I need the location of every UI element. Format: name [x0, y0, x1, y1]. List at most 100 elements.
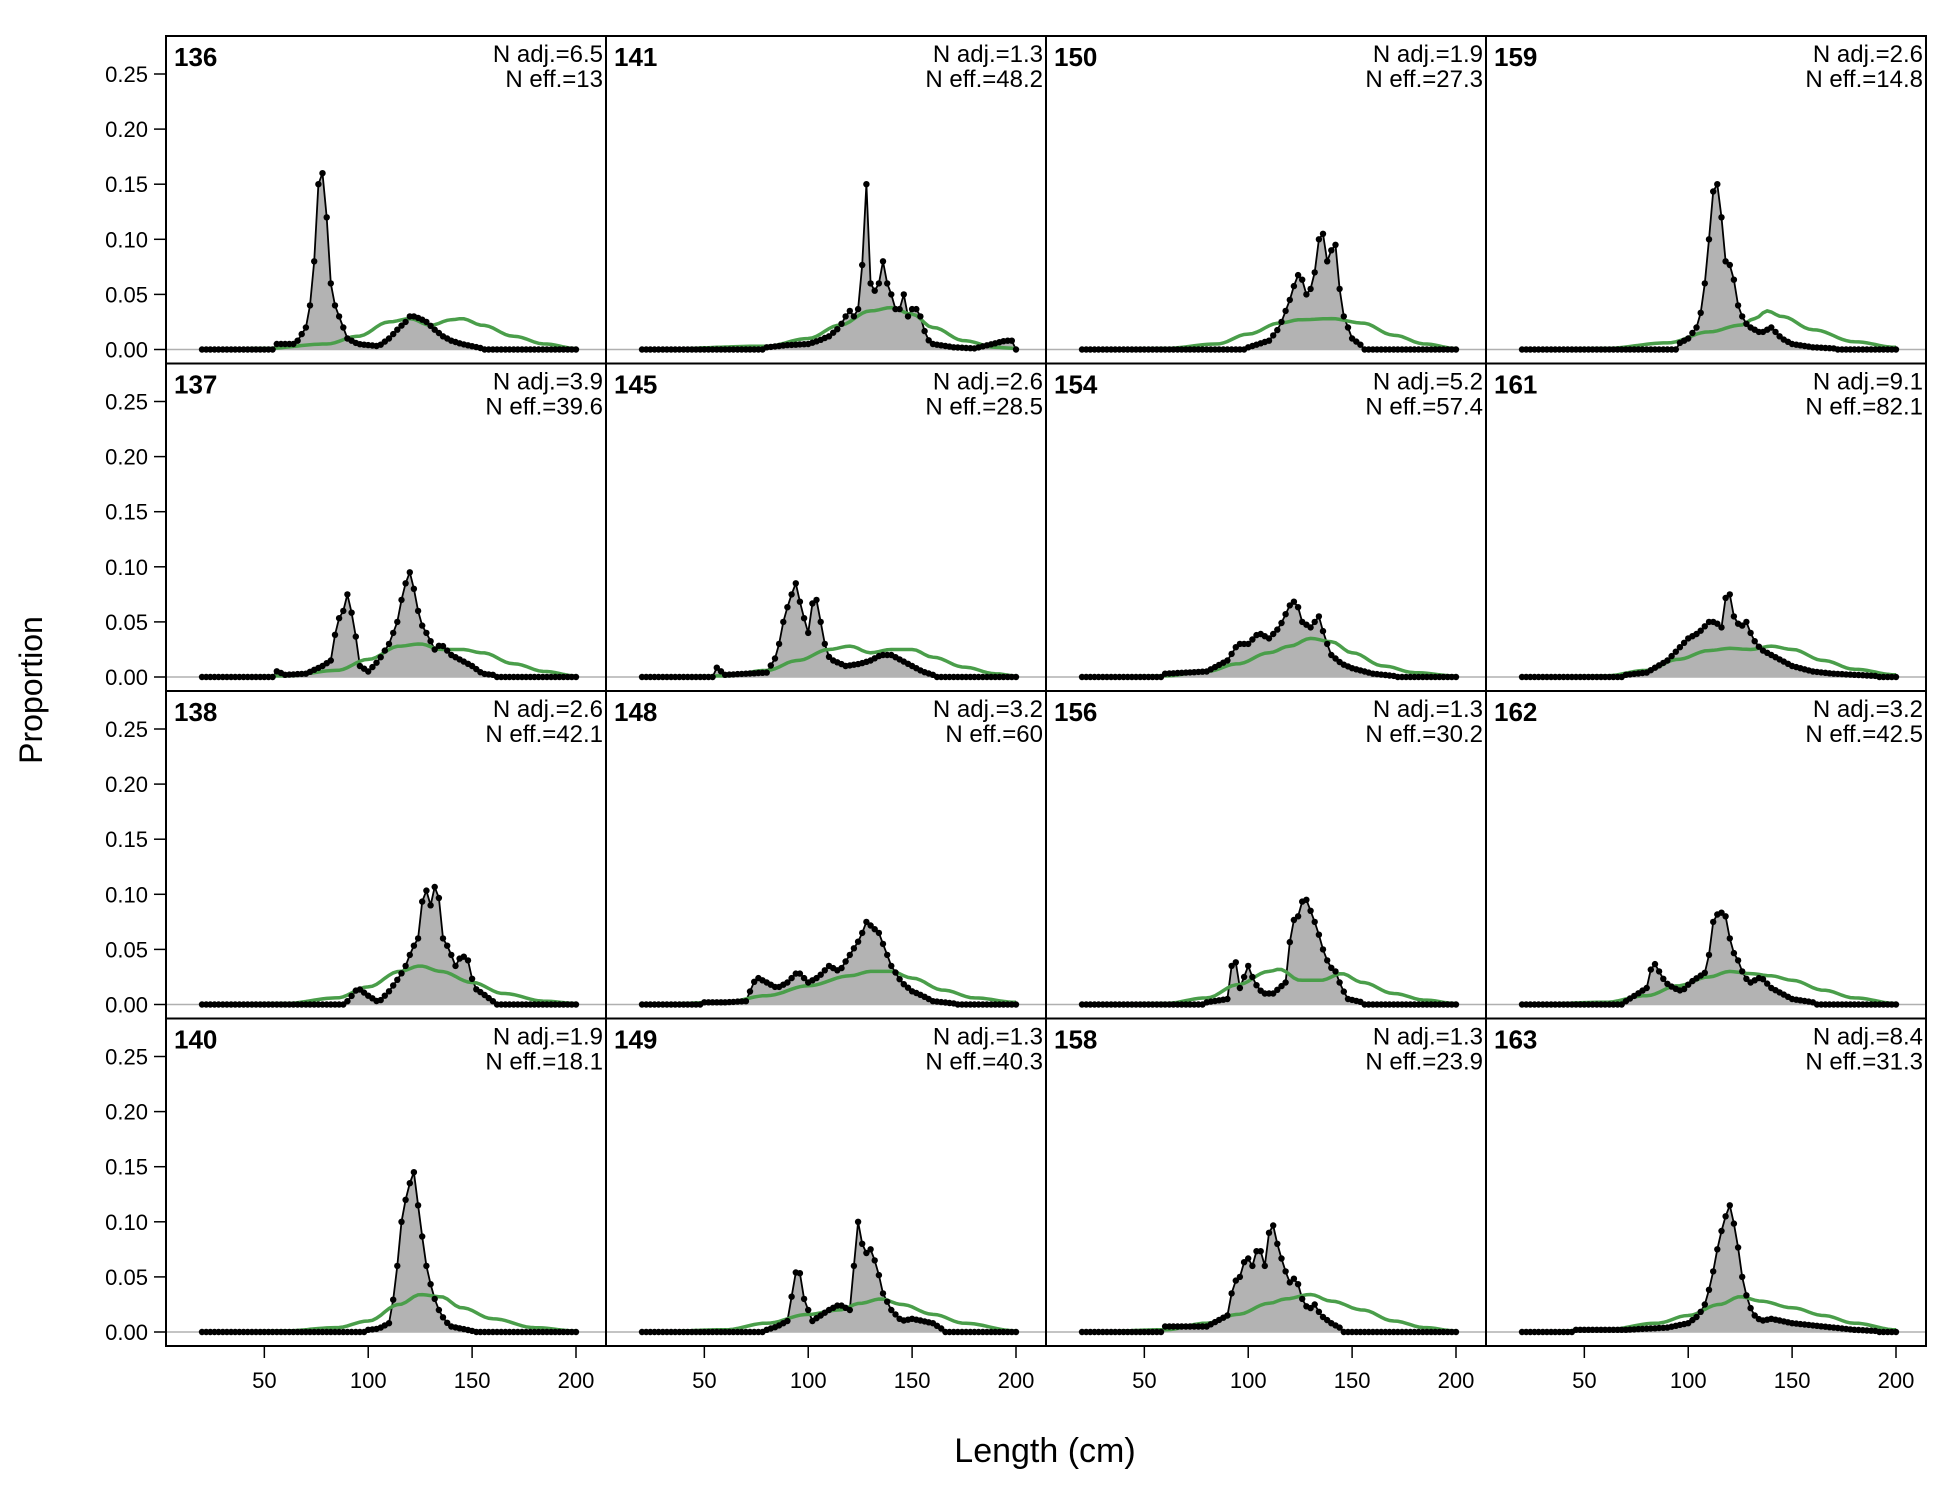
n-eff-label: N eff.=42.5: [1805, 721, 1923, 748]
observed-point: [1270, 630, 1277, 638]
observed-point: [398, 970, 405, 977]
n-adj-label: N adj.=1.9: [493, 1024, 603, 1051]
observed-point: [863, 1249, 870, 1257]
observed-point: [1747, 1304, 1754, 1312]
observed-point: [800, 1295, 808, 1303]
panel-label: 163: [1494, 1025, 1537, 1055]
observed-point: [1332, 241, 1339, 248]
observed-point: [871, 287, 878, 294]
panel-156: 156 N adj.=1.3N eff.=30.2: [1045, 690, 1487, 1020]
observed-point: [381, 992, 388, 999]
observed-point: [444, 1319, 451, 1327]
x-tick-label: 200: [558, 1368, 595, 1393]
observed-point: [1303, 896, 1310, 903]
n-adj-label: N adj.=3.2: [1813, 696, 1923, 723]
observed-point: [1324, 258, 1331, 265]
x-tick-label: 100: [350, 1368, 387, 1393]
observed-point: [348, 992, 355, 1000]
observed-point: [854, 305, 862, 313]
observed-point: [1307, 1304, 1314, 1312]
observed-point: [1307, 907, 1314, 914]
observed-point: [1722, 594, 1729, 602]
observed-point: [879, 1290, 887, 1297]
observed-point: [1743, 1292, 1750, 1299]
observed-point: [1274, 986, 1281, 993]
observed-point: [888, 1306, 895, 1314]
observed-point: [398, 1218, 405, 1226]
observed-point: [1286, 938, 1294, 946]
observed-point: [1701, 969, 1709, 976]
observed-point: [842, 313, 849, 320]
observed-point: [335, 615, 343, 622]
observed-point: [311, 258, 318, 265]
observed-point: [1224, 1312, 1231, 1319]
observed-point: [1249, 636, 1256, 643]
observed-point: [1743, 320, 1750, 327]
observed-point: [1290, 282, 1298, 290]
observed-point: [414, 1202, 422, 1209]
observed-point: [1224, 995, 1231, 1003]
observed-point: [813, 596, 820, 604]
observed-point: [859, 261, 866, 269]
observed-point: [1655, 968, 1663, 975]
observed-point: [1336, 1324, 1343, 1331]
observed-point: [377, 654, 384, 661]
observed-point: [938, 1325, 945, 1332]
observed-point: [1714, 620, 1721, 627]
observed-point: [335, 313, 343, 320]
x-tick-label: 50: [692, 1368, 716, 1393]
observed-point: [1726, 591, 1734, 598]
observed-point: [1739, 968, 1746, 975]
observed-point: [1452, 346, 1460, 353]
panel-140: 140 N adj.=1.9N eff.=18.1: [165, 1017, 607, 1347]
observed-point: [423, 1262, 430, 1270]
observed-point: [1240, 973, 1248, 981]
observed-point: [1685, 335, 1692, 342]
observed-point: [269, 673, 276, 681]
observed-point: [800, 974, 808, 982]
observed-point: [419, 898, 426, 905]
observed-point: [709, 673, 716, 681]
n-adj-label: N adj.=2.6: [933, 369, 1043, 396]
y-tick-label: 0.25: [105, 62, 148, 87]
observed-point: [1730, 613, 1738, 620]
observed-point: [854, 938, 862, 945]
observed-point: [319, 170, 326, 177]
observed-point: [884, 280, 891, 287]
n-eff-label: N eff.=13: [505, 66, 603, 93]
observed-point: [1012, 673, 1020, 681]
observed-point: [1294, 604, 1302, 611]
y-tick-label: 0.20: [105, 772, 148, 797]
observed-point: [817, 618, 824, 626]
y-tick-label: 0.25: [105, 390, 148, 415]
observed-point: [1734, 1244, 1742, 1251]
observed-point: [846, 307, 853, 315]
panel-label: 154: [1054, 370, 1098, 400]
axes-layer: 0.00 0.05 0.10 0.15 0.20 0.25 0.00 0.05 0.10 0.15…: [105, 62, 1914, 1393]
observed-point: [302, 324, 310, 331]
n-eff-label: N eff.=28.5: [925, 394, 1043, 421]
observed-point: [410, 942, 418, 949]
observed-point: [1315, 236, 1323, 243]
observed-area: [1082, 1225, 1456, 1332]
observed-point: [444, 942, 451, 949]
observed-point: [1012, 346, 1020, 353]
observed-point: [1755, 643, 1763, 650]
observed-point: [1664, 657, 1671, 664]
x-tick-label: 150: [1774, 1368, 1811, 1393]
observed-point: [1311, 269, 1318, 276]
observed-line: [202, 883, 576, 1006]
panel-159: 159 N adj.=2.6N eff.=14.8: [1485, 35, 1927, 365]
observed-area: [1082, 233, 1456, 350]
observed-point: [1294, 1281, 1302, 1288]
observed-point: [921, 327, 928, 335]
observed-point: [1705, 951, 1713, 959]
y-tick-label: 0.05: [105, 282, 148, 307]
y-tick-label: 0.15: [105, 500, 148, 525]
observed-point: [1643, 984, 1650, 992]
observed-point: [1718, 1227, 1725, 1235]
observed-area: [1522, 184, 1896, 350]
observed-point: [884, 951, 891, 959]
observed-point: [871, 1257, 878, 1264]
observed-point: [1452, 673, 1460, 681]
